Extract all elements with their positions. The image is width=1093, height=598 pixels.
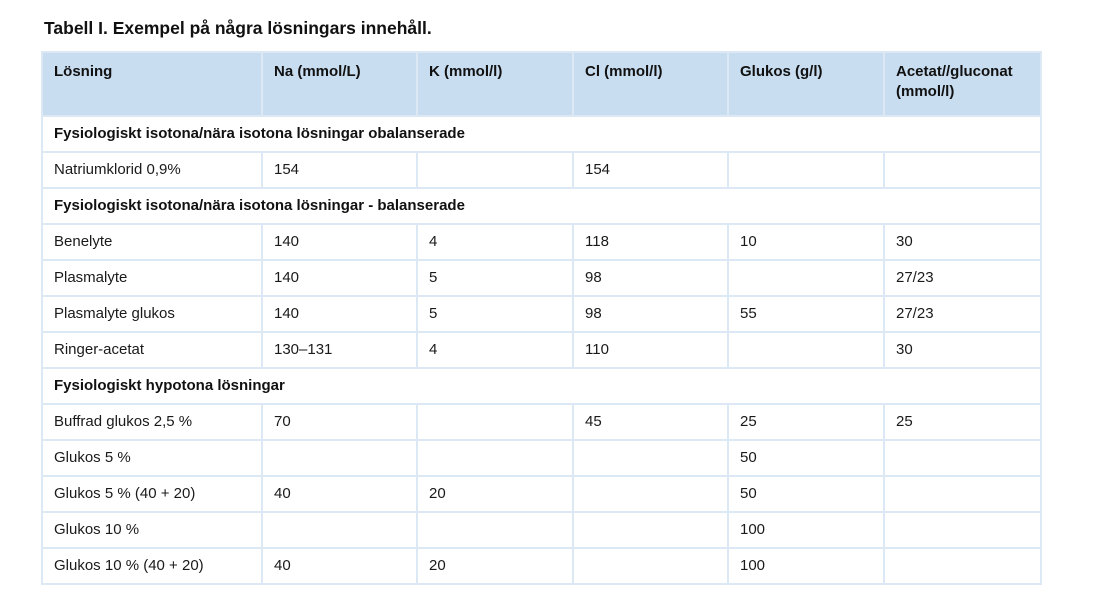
cell-na: 140 bbox=[261, 295, 418, 333]
cell-glucose: 25 bbox=[727, 403, 885, 441]
header-k: K (mmol/l) bbox=[416, 51, 574, 117]
cell-acetate: 27/23 bbox=[883, 295, 1042, 333]
cell-na: 40 bbox=[261, 547, 418, 585]
cell-cl: 110 bbox=[572, 331, 729, 369]
section-row: Fysiologiskt isotona/nära isotona lösnin… bbox=[41, 115, 1042, 153]
table-row: Benelyte 140 4 118 10 30 bbox=[41, 223, 1042, 261]
cell-cl: 154 bbox=[572, 151, 729, 189]
cell-k bbox=[416, 151, 574, 189]
table-row: Ringer-acetat 130–131 4 110 30 bbox=[41, 331, 1042, 369]
cell-k: 20 bbox=[416, 475, 574, 513]
cell-cl bbox=[572, 547, 729, 585]
table-row: Plasmalyte glukos 140 5 98 55 27/23 bbox=[41, 295, 1042, 333]
header-glucose: Glukos (g/l) bbox=[727, 51, 885, 117]
cell-acetate: 25 bbox=[883, 403, 1042, 441]
cell-na: 40 bbox=[261, 475, 418, 513]
cell-glucose: 50 bbox=[727, 475, 885, 513]
cell-glucose bbox=[727, 151, 885, 189]
cell-acetate bbox=[883, 511, 1042, 549]
cell-k bbox=[416, 511, 574, 549]
cell-acetate: 27/23 bbox=[883, 259, 1042, 297]
cell-cl: 98 bbox=[572, 259, 729, 297]
table-row: Plasmalyte 140 5 98 27/23 bbox=[41, 259, 1042, 297]
cell-k: 5 bbox=[416, 259, 574, 297]
cell-na: 140 bbox=[261, 259, 418, 297]
section-row: Fysiologiskt isotona/nära isotona lösnin… bbox=[41, 187, 1042, 225]
section-title: Fysiologiskt hypotona lösningar bbox=[41, 367, 1042, 405]
cell-k: 4 bbox=[416, 223, 574, 261]
cell-glucose: 10 bbox=[727, 223, 885, 261]
cell-solution: Glukos 5 % bbox=[41, 439, 263, 477]
section-title: Fysiologiskt isotona/nära isotona lösnin… bbox=[41, 187, 1042, 225]
cell-cl bbox=[572, 511, 729, 549]
cell-solution: Natriumklorid 0,9% bbox=[41, 151, 263, 189]
cell-cl: 118 bbox=[572, 223, 729, 261]
cell-solution: Plasmalyte glukos bbox=[41, 295, 263, 333]
cell-solution: Benelyte bbox=[41, 223, 263, 261]
section-title: Fysiologiskt isotona/nära isotona lösnin… bbox=[41, 115, 1042, 153]
cell-glucose: 100 bbox=[727, 511, 885, 549]
cell-na bbox=[261, 439, 418, 477]
cell-solution: Glukos 10 % bbox=[41, 511, 263, 549]
cell-glucose bbox=[727, 259, 885, 297]
cell-cl: 98 bbox=[572, 295, 729, 333]
cell-cl: 45 bbox=[572, 403, 729, 441]
table-row: Natriumklorid 0,9% 154 154 bbox=[41, 151, 1042, 189]
cell-na: 70 bbox=[261, 403, 418, 441]
cell-glucose: 100 bbox=[727, 547, 885, 585]
cell-k: 20 bbox=[416, 547, 574, 585]
header-na: Na (mmol/L) bbox=[261, 51, 418, 117]
header-acetate-gluconate: Acetat//gluconat (mmol/l) bbox=[883, 51, 1042, 117]
cell-na: 140 bbox=[261, 223, 418, 261]
cell-acetate bbox=[883, 151, 1042, 189]
cell-solution: Glukos 5 % (40 + 20) bbox=[41, 475, 263, 513]
table-caption: Tabell I. Exempel på några lösningars in… bbox=[44, 18, 432, 38]
table-row: Glukos 10 % (40 + 20) 40 20 100 bbox=[41, 547, 1042, 585]
cell-acetate bbox=[883, 439, 1042, 477]
header-solution: Lösning bbox=[41, 51, 263, 117]
cell-acetate bbox=[883, 475, 1042, 513]
header-cl: Cl (mmol/l) bbox=[572, 51, 729, 117]
cell-k: 4 bbox=[416, 331, 574, 369]
solutions-table: Lösning Na (mmol/L) K (mmol/l) Cl (mmol/… bbox=[41, 51, 1042, 585]
cell-glucose: 50 bbox=[727, 439, 885, 477]
table-row: Buffrad glukos 2,5 % 70 45 25 25 bbox=[41, 403, 1042, 441]
table-row: Glukos 10 % 100 bbox=[41, 511, 1042, 549]
cell-solution: Ringer-acetat bbox=[41, 331, 263, 369]
cell-na bbox=[261, 511, 418, 549]
table-row: Glukos 5 % 50 bbox=[41, 439, 1042, 477]
cell-solution: Buffrad glukos 2,5 % bbox=[41, 403, 263, 441]
cell-na: 130–131 bbox=[261, 331, 418, 369]
cell-acetate bbox=[883, 547, 1042, 585]
cell-k bbox=[416, 439, 574, 477]
cell-cl bbox=[572, 439, 729, 477]
section-row: Fysiologiskt hypotona lösningar bbox=[41, 367, 1042, 405]
table-row: Glukos 5 % (40 + 20) 40 20 50 bbox=[41, 475, 1042, 513]
cell-acetate: 30 bbox=[883, 331, 1042, 369]
cell-acetate: 30 bbox=[883, 223, 1042, 261]
cell-cl bbox=[572, 475, 729, 513]
header-row: Lösning Na (mmol/L) K (mmol/l) Cl (mmol/… bbox=[41, 51, 1042, 117]
cell-k: 5 bbox=[416, 295, 574, 333]
cell-k bbox=[416, 403, 574, 441]
cell-solution: Glukos 10 % (40 + 20) bbox=[41, 547, 263, 585]
cell-na: 154 bbox=[261, 151, 418, 189]
cell-solution: Plasmalyte bbox=[41, 259, 263, 297]
cell-glucose: 55 bbox=[727, 295, 885, 333]
cell-glucose bbox=[727, 331, 885, 369]
